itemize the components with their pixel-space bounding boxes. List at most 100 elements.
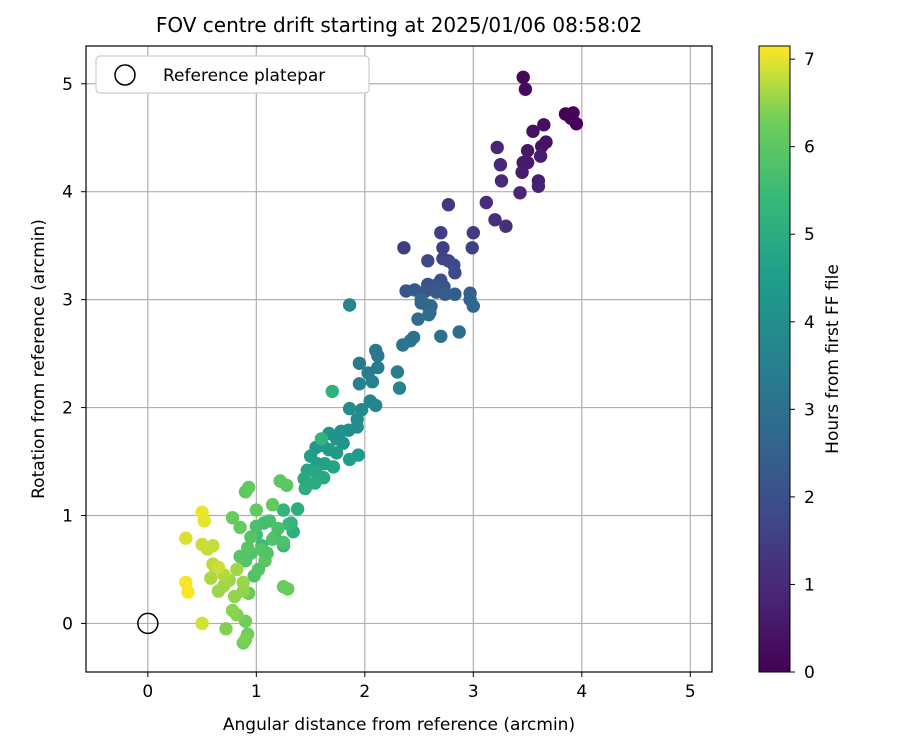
- data-point: [421, 254, 435, 268]
- data-point: [408, 283, 422, 297]
- x-tick-label: 0: [142, 682, 153, 702]
- plot-frame: [85, 45, 713, 673]
- grid: [86, 46, 712, 672]
- data-point: [434, 226, 448, 240]
- data-point: [533, 149, 548, 163]
- data-point: [262, 514, 277, 528]
- data-point: [276, 535, 291, 550]
- y-axis-ticks: 0 1 2 3 4 5: [62, 75, 86, 634]
- data-point: [513, 186, 527, 200]
- data-point: [242, 480, 256, 495]
- data-point: [336, 436, 350, 450]
- data-point: [179, 531, 193, 545]
- data-point: [276, 580, 291, 594]
- x-tick-label: 1: [251, 682, 262, 702]
- x-tick-label: 5: [685, 682, 696, 702]
- data-point: [241, 541, 255, 555]
- data-point: [225, 603, 240, 618]
- data-point: [411, 312, 425, 326]
- data-point: [206, 539, 220, 553]
- data-point: [365, 375, 380, 389]
- data-point: [298, 481, 312, 496]
- y-tick-label: 2: [62, 399, 73, 419]
- colorbar: 0 1 2 3 4 5 6 7 Hours from first FF file: [758, 45, 843, 683]
- data-point: [448, 287, 462, 301]
- data-point: [515, 165, 529, 179]
- data-point: [244, 530, 258, 544]
- data-point: [265, 532, 280, 546]
- y-tick-label: 0: [62, 614, 73, 634]
- data-point: [488, 213, 502, 227]
- data-point: [342, 452, 357, 467]
- reference-platepar-point: [137, 612, 159, 635]
- data-point: [520, 144, 535, 158]
- data-point: [369, 398, 383, 413]
- data-point: [251, 562, 266, 577]
- colorbar-tick-label: 7: [804, 50, 815, 70]
- data-point: [452, 325, 466, 339]
- data-point: [260, 546, 274, 560]
- data-point: [211, 560, 226, 574]
- data-point: [314, 432, 329, 446]
- data-point: [236, 575, 250, 590]
- data-point: [271, 521, 285, 536]
- data-point: [276, 503, 291, 517]
- data-points: [179, 70, 584, 650]
- colorbar-gradient: [758, 45, 791, 673]
- data-point: [434, 329, 448, 343]
- data-point: [181, 585, 195, 599]
- data-point: [397, 241, 411, 255]
- legend-marker-icon: [114, 64, 136, 86]
- data-point: [396, 338, 410, 352]
- data-point: [219, 622, 233, 636]
- colorbar-ticks: 0 1 2 3 4 5 6 7: [790, 50, 815, 683]
- y-tick-label: 3: [62, 291, 73, 311]
- data-point: [342, 298, 357, 312]
- data-point: [326, 460, 341, 474]
- data-point: [371, 349, 385, 363]
- colorbar-label: Hours from first FF file: [823, 264, 843, 454]
- data-point: [535, 139, 549, 154]
- data-point: [225, 511, 240, 525]
- data-point: [526, 124, 540, 138]
- chart-title: FOV centre drift starting at 2025/01/06 …: [156, 13, 642, 37]
- data-point: [441, 198, 456, 212]
- data-point: [329, 446, 344, 460]
- data-point: [290, 502, 305, 516]
- data-point: [520, 155, 535, 170]
- data-point: [233, 549, 247, 564]
- data-point: [195, 616, 209, 631]
- x-tick-label: 4: [576, 682, 587, 702]
- legend-label: Reference platepar: [163, 66, 325, 86]
- x-axis-label: Angular distance from reference (arcmin): [223, 715, 575, 735]
- data-point: [249, 503, 263, 517]
- data-point: [448, 266, 462, 280]
- data-point: [342, 401, 357, 416]
- data-point: [466, 226, 480, 240]
- colorbar-tick-label: 3: [804, 400, 815, 420]
- data-point: [249, 519, 263, 533]
- data-point: [392, 381, 407, 395]
- x-tick-label: 3: [468, 682, 479, 702]
- data-point: [494, 174, 509, 188]
- y-tick-label: 4: [62, 183, 73, 203]
- x-tick-label: 2: [359, 682, 370, 702]
- data-point: [233, 520, 247, 535]
- data-point: [422, 308, 436, 322]
- colorbar-tick-label: 1: [804, 575, 815, 595]
- data-point: [238, 632, 253, 647]
- colorbar-tick-label: 0: [804, 663, 815, 683]
- data-point: [195, 505, 209, 519]
- data-point: [195, 537, 209, 552]
- data-point: [414, 292, 428, 307]
- data-point: [518, 82, 533, 96]
- colorbar-tick-label: 2: [804, 488, 815, 508]
- data-point: [466, 299, 480, 313]
- y-tick-label: 1: [62, 507, 73, 527]
- data-point: [204, 571, 218, 585]
- data-point: [499, 219, 513, 233]
- colorbar-tick-label: 6: [804, 138, 815, 158]
- data-point: [325, 384, 339, 399]
- data-point: [282, 517, 296, 531]
